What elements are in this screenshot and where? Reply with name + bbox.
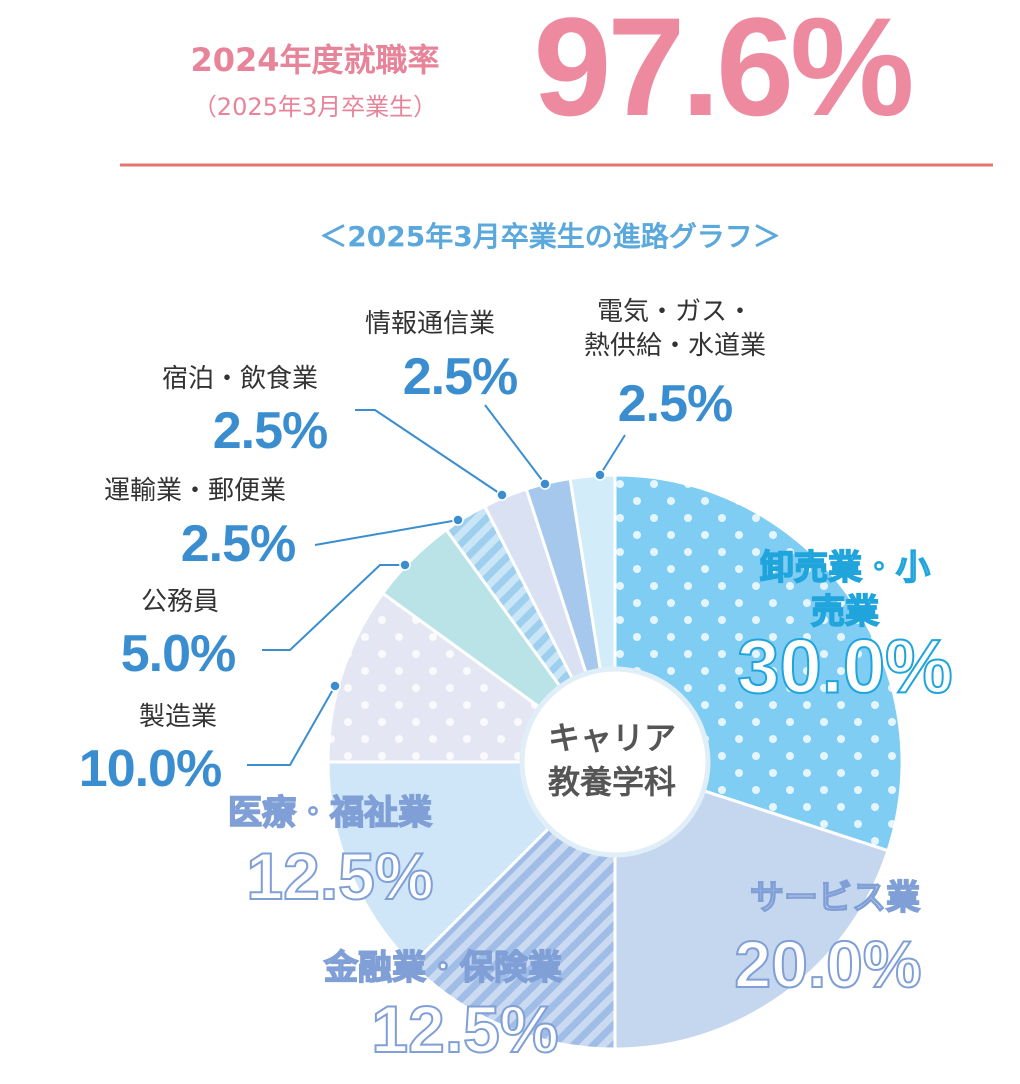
leader-line — [484, 404, 546, 485]
value-label: 30.0% — [736, 624, 953, 711]
rate-value: 97.6% — [534, 0, 911, 145]
leader-line — [599, 434, 626, 476]
leader-dot — [329, 680, 341, 692]
leader-line — [314, 519, 459, 546]
slice-label: 情報通信業 — [364, 309, 496, 340]
slice-label: 宿泊・飲食業 — [161, 364, 319, 395]
leader-dot — [496, 489, 508, 501]
slice-label: 卸売業・小売業 — [759, 547, 931, 633]
value-label: 2.5% — [180, 515, 297, 574]
value-label: 5.0% — [120, 625, 237, 684]
slice-group — [613, 759, 890, 1051]
leader-line — [262, 564, 405, 651]
slice-label: 運輸業・郵便業 — [103, 476, 287, 507]
value-label: 12.5% — [370, 991, 559, 1067]
value-label: 10.0% — [78, 740, 222, 799]
leader-line — [355, 409, 503, 496]
rate-title: 2024年度就職率 — [190, 41, 439, 79]
slice-label: 公務員 — [140, 587, 220, 618]
slice-label: サービス業 — [749, 877, 921, 919]
value-label: 12.5% — [245, 838, 434, 914]
slice-label: 医療・福祉業 — [227, 792, 433, 834]
leader-line — [247, 685, 336, 766]
slice-label: 電気・ガス・ 熱供給・水道業 — [583, 297, 767, 361]
rate-note: （2025年3月卒業生） — [193, 93, 437, 121]
slice-label: 金融業・保険業 — [323, 947, 563, 989]
slice-label: 製造業 — [138, 702, 218, 733]
leader-dot — [539, 478, 551, 490]
value-label: 2.5% — [212, 402, 329, 461]
value-label: 2.5% — [402, 348, 519, 407]
center-label: キャリア — [548, 719, 676, 757]
value-label: 20.0% — [733, 926, 922, 1002]
slice — [613, 759, 890, 1051]
value-label: 2.5% — [617, 375, 734, 434]
center-circle — [519, 666, 711, 858]
leader-dot — [399, 559, 411, 571]
leader-dot — [594, 469, 606, 481]
leader-dot — [452, 514, 464, 526]
center-label: 教養学科 — [548, 763, 676, 801]
chart-title: ＜2025年3月卒業生の進路グラフ＞ — [319, 220, 780, 253]
